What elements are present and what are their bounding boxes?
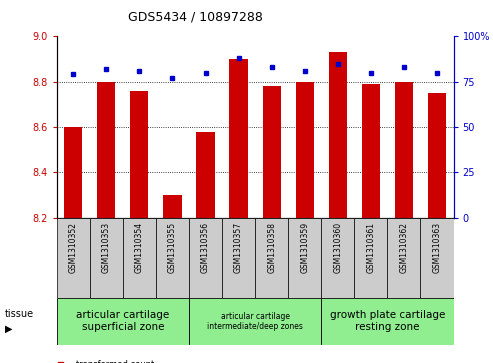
Bar bbox=[296, 82, 314, 218]
Text: GSM1310354: GSM1310354 bbox=[135, 222, 144, 273]
Bar bbox=[354, 218, 387, 298]
Bar bbox=[57, 298, 189, 345]
Bar bbox=[387, 218, 421, 298]
Bar bbox=[189, 218, 222, 298]
Bar bbox=[90, 218, 123, 298]
Text: ▶: ▶ bbox=[5, 323, 12, 333]
Bar bbox=[321, 298, 454, 345]
Bar bbox=[222, 218, 255, 298]
Text: GDS5434 / 10897288: GDS5434 / 10897288 bbox=[128, 11, 263, 24]
Bar bbox=[255, 218, 288, 298]
Bar bbox=[64, 127, 82, 218]
Text: articular cartilage
superficial zone: articular cartilage superficial zone bbox=[76, 310, 170, 332]
Text: GSM1310355: GSM1310355 bbox=[168, 222, 177, 273]
Bar bbox=[196, 131, 214, 218]
Text: GSM1310360: GSM1310360 bbox=[333, 222, 342, 273]
Bar bbox=[189, 298, 321, 345]
Text: GSM1310361: GSM1310361 bbox=[366, 222, 375, 273]
Bar bbox=[395, 82, 413, 218]
Bar bbox=[263, 86, 281, 218]
Bar bbox=[123, 218, 156, 298]
Bar bbox=[230, 59, 247, 218]
Text: GSM1310357: GSM1310357 bbox=[234, 222, 243, 273]
Text: GSM1310353: GSM1310353 bbox=[102, 222, 111, 273]
Text: transformed count: transformed count bbox=[76, 360, 155, 363]
Text: GSM1310362: GSM1310362 bbox=[399, 222, 409, 273]
Text: GSM1310352: GSM1310352 bbox=[69, 222, 78, 273]
Bar bbox=[321, 218, 354, 298]
Text: GSM1310359: GSM1310359 bbox=[300, 222, 309, 273]
Bar bbox=[156, 218, 189, 298]
Text: GSM1310358: GSM1310358 bbox=[267, 222, 276, 273]
Bar bbox=[57, 218, 90, 298]
Bar bbox=[97, 82, 115, 218]
Text: articular cartilage
intermediate/deep zones: articular cartilage intermediate/deep zo… bbox=[207, 311, 303, 331]
Bar bbox=[362, 84, 380, 218]
Bar bbox=[130, 91, 148, 218]
Text: ■: ■ bbox=[57, 360, 65, 363]
Bar bbox=[288, 218, 321, 298]
Bar bbox=[421, 218, 454, 298]
Text: growth plate cartilage
resting zone: growth plate cartilage resting zone bbox=[330, 310, 445, 332]
Bar bbox=[163, 195, 181, 218]
Text: tissue: tissue bbox=[5, 309, 34, 319]
Text: GSM1310363: GSM1310363 bbox=[432, 222, 442, 273]
Text: GSM1310356: GSM1310356 bbox=[201, 222, 210, 273]
Bar bbox=[329, 52, 347, 218]
Bar bbox=[428, 93, 446, 218]
